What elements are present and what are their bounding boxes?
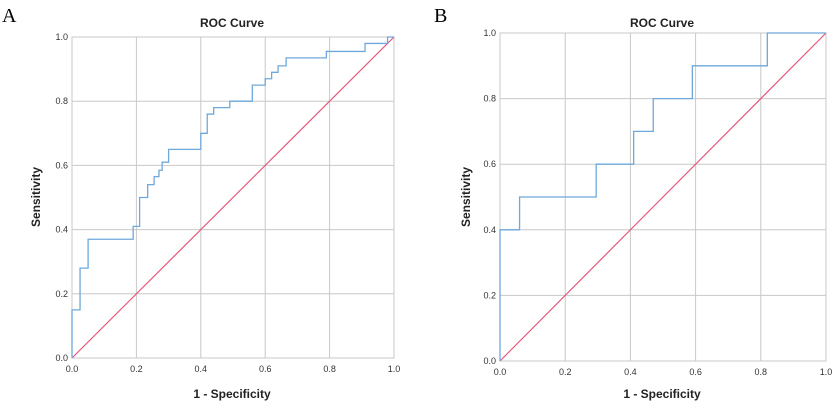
- panel-a-roc-curve: [71, 36, 394, 358]
- panel-a-xlabel: 1 - Specificity: [193, 387, 271, 401]
- panel-b-y-tick-label: 1.0: [483, 28, 496, 38]
- panel-b-y-tick-label: 0.8: [483, 94, 496, 104]
- panel-b-xlabel: 1 - Specificity: [623, 387, 701, 401]
- panel-b-y-tick-label: 0.0: [483, 356, 496, 366]
- panel-a-title: ROC Curve: [200, 16, 264, 30]
- panel-b-plot: 0.0 0.2 0.4 0.6 0.8 1.0 0.0 0.2 0.4 0.6 0.8 1.0: [483, 28, 832, 377]
- panel-b-y-tick-label: 0.4: [483, 225, 496, 235]
- panel-b-x-tick-label: 0.2: [559, 367, 572, 377]
- panel-a-x-tick-label: 0.4: [195, 364, 208, 374]
- panel-b-roc-curve: [499, 32, 826, 361]
- panel-b-y-tick-label: 0.2: [483, 290, 496, 300]
- panel-a-y-tick-label: 1.0: [55, 32, 68, 42]
- panel-a-x-tick-label: 1.0: [388, 364, 401, 374]
- panel-a-x-tick-label: 0.8: [323, 364, 336, 374]
- panel-b-x-tick-label: 0.0: [494, 367, 507, 377]
- panel-a-y-tick-label: 0.6: [55, 160, 68, 170]
- panel-b-reference-line: [499, 32, 827, 362]
- panel-b-y-tick-label: 0.6: [483, 159, 496, 169]
- panel-b-title: ROC Curve: [630, 16, 694, 30]
- panel-a-x-tick-label: 0.0: [66, 364, 79, 374]
- panel-a-reference-line: [71, 36, 395, 359]
- panel-a-x-tick-label: 0.6: [259, 364, 272, 374]
- panel-a-y-tick-label: 0.2: [55, 289, 68, 299]
- panel-b-ylabel: Sensitivity: [459, 167, 473, 227]
- panel-b-x-tick-label: 0.8: [755, 367, 768, 377]
- panel-a-x-tick-label: 0.2: [130, 364, 143, 374]
- panel-a-letter: A: [2, 5, 17, 27]
- panel-a-ylabel: Sensitivity: [29, 167, 43, 227]
- panel-b-x-tick-label: 0.6: [689, 367, 702, 377]
- panel-a-plot: 0.0 0.2 0.4 0.6 0.8 1.0 0.0 0.2 0.4 0.6 0.8 1.0: [55, 32, 400, 374]
- panel-a-y-tick-label: 0.0: [55, 353, 68, 363]
- panel-a-y-tick-label: 0.8: [55, 96, 68, 106]
- panel-b-x-tick-label: 0.4: [624, 367, 637, 377]
- panel-a-y-tick-label: 0.4: [55, 225, 68, 235]
- panel-b-x-tick-label: 1.0: [820, 367, 833, 377]
- panel-b-letter: B: [434, 5, 447, 27]
